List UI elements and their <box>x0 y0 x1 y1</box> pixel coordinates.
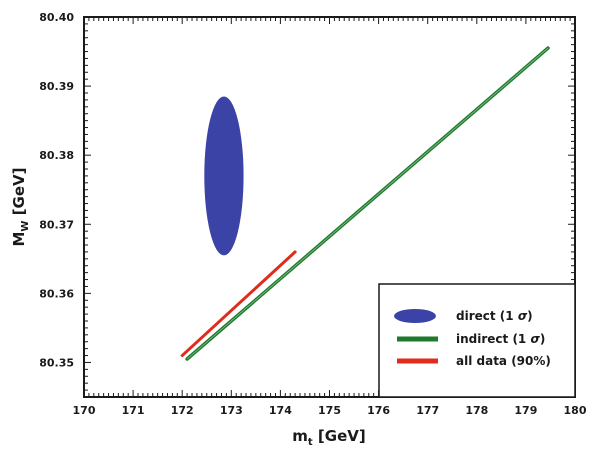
y-tick-label: 80.37 <box>39 218 74 231</box>
x-tick-label: 171 <box>122 404 145 417</box>
y-tick-label: 80.40 <box>39 11 74 24</box>
all-data-band <box>180 250 297 358</box>
indirect-band-highlight <box>186 47 549 360</box>
x-axis-title: mt [GeV] <box>292 427 365 448</box>
x-tick-label: 178 <box>465 404 488 417</box>
x-axis-title-sub: t <box>308 437 313 448</box>
plot-frame <box>83 16 576 398</box>
y-axis-title: MW [GeV] <box>10 168 31 247</box>
x-tick-label: 173 <box>220 404 243 417</box>
legend-label-all-data: all data (90%) <box>456 354 551 368</box>
legend-label-indirect: indirect (1 σ) <box>456 332 545 346</box>
legend-direct-suffix: ) <box>527 309 532 323</box>
x-tick-label: 175 <box>318 404 341 417</box>
y-axis-title-unit: [GeV] <box>10 168 28 221</box>
y-tick-label: 80.36 <box>39 287 74 300</box>
y-axis-title-sub: W <box>20 221 31 232</box>
tick-labels: 170 171 172 173 174 175 176 177 178 179 180 80.35 80… <box>39 11 587 417</box>
x-tick-label: 179 <box>514 404 537 417</box>
data-marks <box>180 46 550 361</box>
x-tick-label: 177 <box>416 404 439 417</box>
x-tick-label: 180 <box>564 404 587 417</box>
legend-direct-prefix: direct (1 <box>456 309 518 323</box>
legend-indirect-sigma: σ <box>530 332 540 346</box>
x-tick-label: 172 <box>171 404 194 417</box>
y-tick-label: 80.39 <box>39 80 74 93</box>
legend: direct (1 σ) indirect (1 σ) all data (90… <box>378 283 576 398</box>
y-tick-label: 80.38 <box>39 149 74 162</box>
legend-indirect-suffix: ) <box>540 332 545 346</box>
legend-swatch-direct <box>394 309 436 323</box>
x-axis-title-unit: [GeV] <box>313 427 366 445</box>
legend-indirect-prefix: indirect (1 <box>456 332 530 346</box>
legend-label-direct: direct (1 σ) <box>456 309 533 323</box>
legend-all-data-prefix: all data (90%) <box>456 354 551 368</box>
y-tick-label: 80.35 <box>39 356 74 369</box>
x-tick-label: 176 <box>367 404 390 417</box>
x-axis-title-main: m <box>292 427 308 445</box>
direct-ellipse <box>204 96 244 256</box>
x-tick-label: 174 <box>269 404 292 417</box>
legend-direct-sigma: σ <box>518 309 528 323</box>
y-axis-title-main: M <box>10 232 28 247</box>
x-tick-label: 170 <box>73 404 96 417</box>
